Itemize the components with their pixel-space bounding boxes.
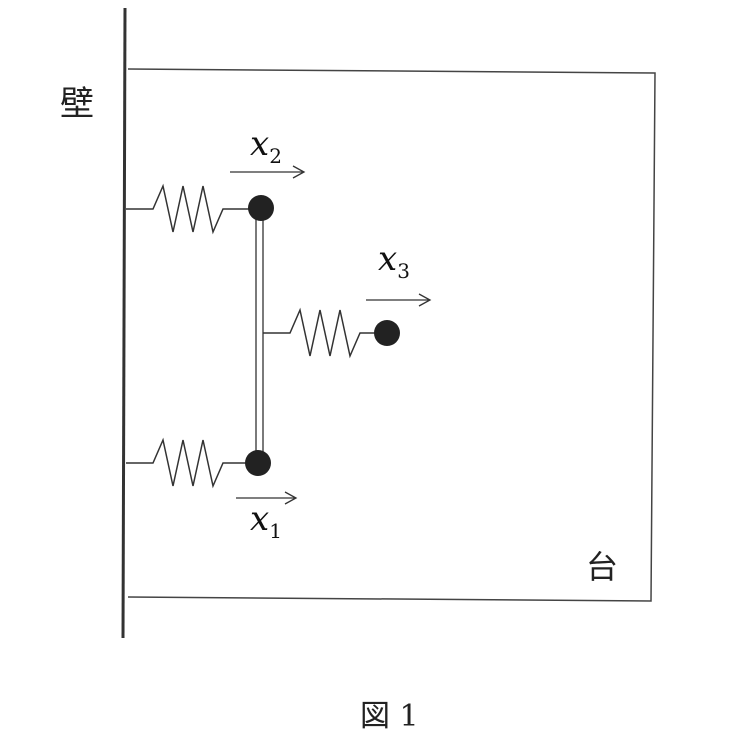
spring-upper: [126, 183, 250, 235]
mass-3: [374, 320, 400, 346]
spring-lower: [126, 437, 250, 489]
arrow-x2: [230, 165, 306, 179]
table-label: 台: [586, 548, 618, 586]
mass-2: [248, 195, 274, 221]
label-x2: x2: [250, 124, 282, 168]
mass-1: [245, 450, 271, 476]
arrow-x1: [236, 491, 298, 505]
wall-label: 壁: [60, 84, 94, 124]
label-x3: x3: [378, 239, 410, 283]
rigid-rod: [255, 215, 264, 459]
table-outline: [127, 68, 656, 602]
arrow-x3: [366, 293, 432, 307]
spring-middle: [263, 307, 376, 359]
label-x1: x1: [250, 499, 282, 543]
figure-caption: 図 1: [360, 699, 419, 734]
wall-line: [121, 7, 127, 639]
